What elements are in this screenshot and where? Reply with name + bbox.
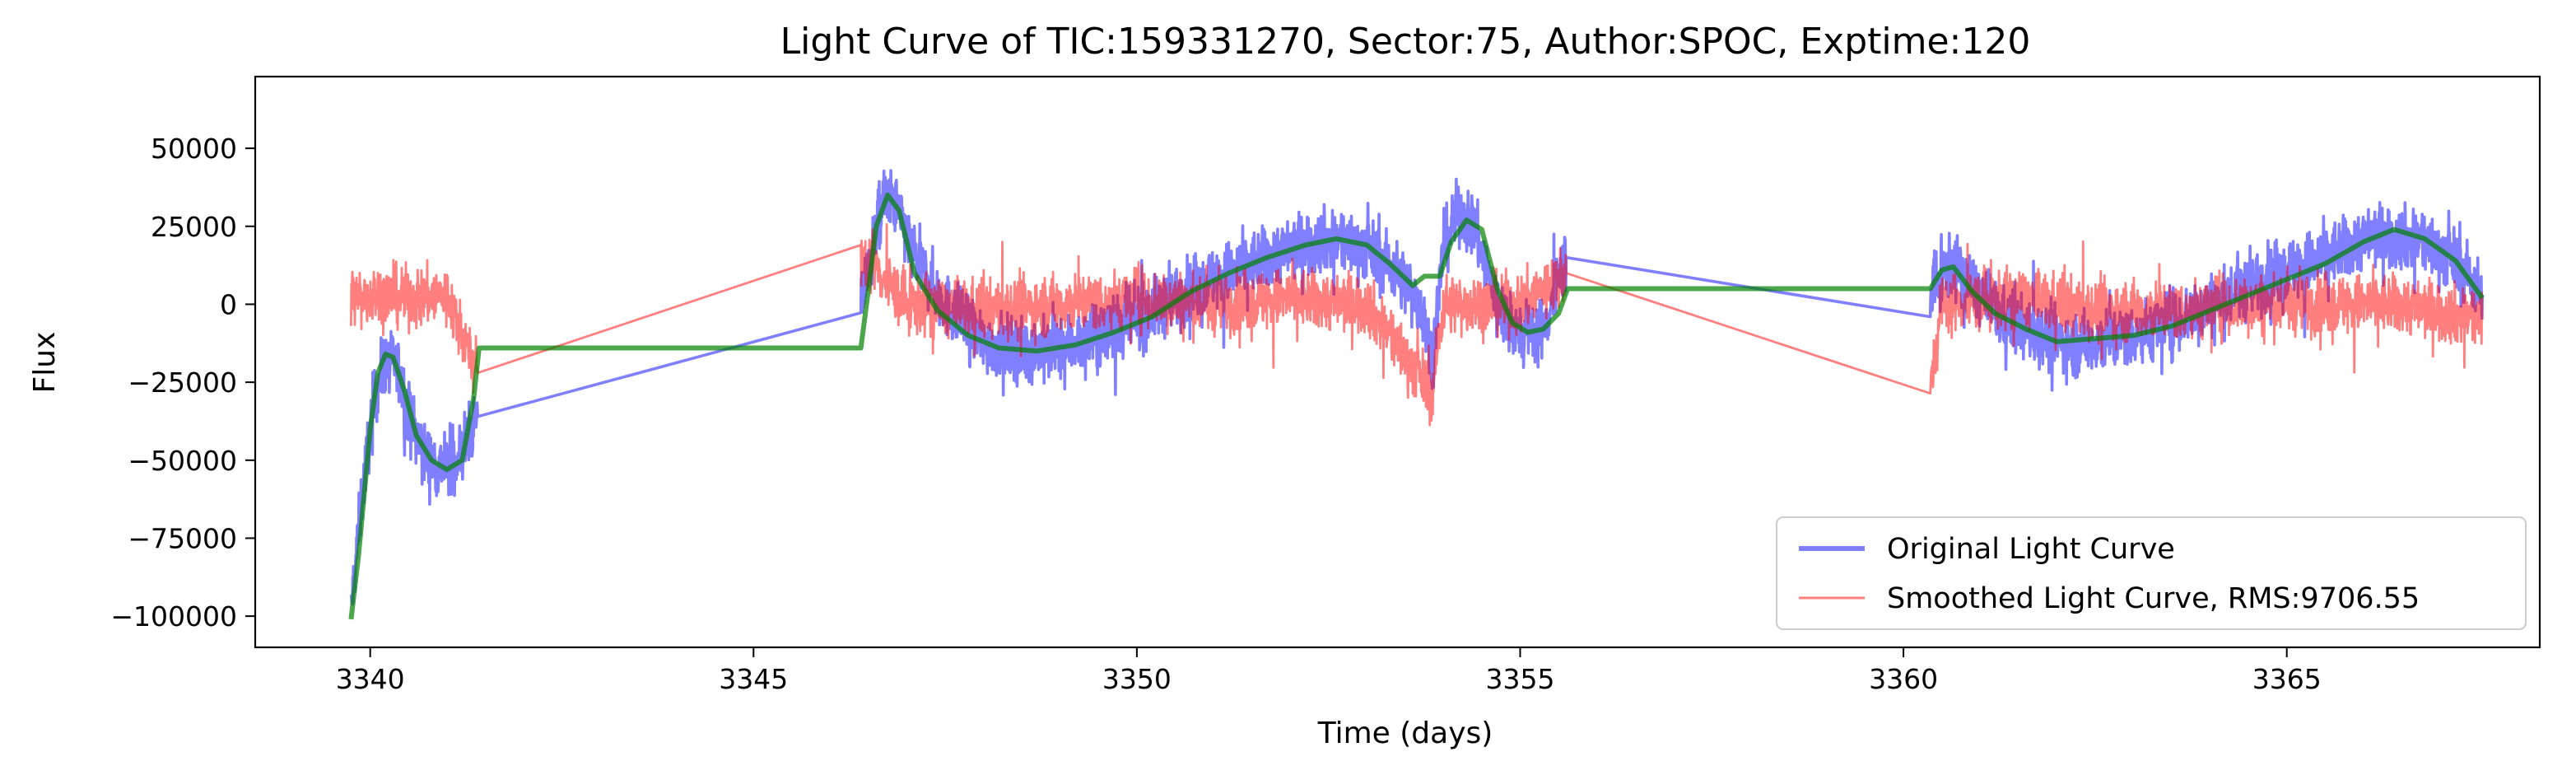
legend-label-original: Original Light Curve xyxy=(1887,533,2175,566)
y-tick-label: −75000 xyxy=(128,522,237,554)
x-axis-label: Time (days) xyxy=(1317,717,1493,750)
x-tick-label: 3360 xyxy=(1869,663,1938,695)
y-tick-label: 25000 xyxy=(151,211,237,243)
y-tick-label: 50000 xyxy=(151,133,237,165)
x-axis: 3340 3345 3350 3355 3360 3365 xyxy=(336,647,2322,695)
x-tick-label: 3350 xyxy=(1102,663,1172,695)
plot-frame xyxy=(254,75,2541,649)
y-tick-label: −50000 xyxy=(128,445,237,477)
series-layer xyxy=(348,169,2485,620)
y-axis-label: Flux xyxy=(28,332,62,394)
y-tick-label: −100000 xyxy=(110,600,237,633)
series-line-smoothed xyxy=(350,222,2484,427)
x-tick-label: 3365 xyxy=(2252,663,2322,695)
y-tick-label: 0 xyxy=(220,288,237,320)
y-axis: −100000 −75000 −50000 −25000 0 25000 50000 xyxy=(110,133,255,633)
x-tick-label: 3340 xyxy=(336,663,405,695)
x-tick-label: 3355 xyxy=(1486,663,1555,695)
legend-box xyxy=(1776,516,2527,630)
legend: Original Light Curve Smoothed Light Curv… xyxy=(1776,516,2527,630)
chart-title: Light Curve of TIC:159331270, Sector:75,… xyxy=(780,21,2031,63)
x-tick-label: 3345 xyxy=(719,663,788,695)
series-line-trend xyxy=(348,192,2485,620)
legend-label-smoothed: Smoothed Light Curve, RMS:9706.55 xyxy=(1887,582,2420,615)
y-tick-label: −25000 xyxy=(128,366,237,399)
